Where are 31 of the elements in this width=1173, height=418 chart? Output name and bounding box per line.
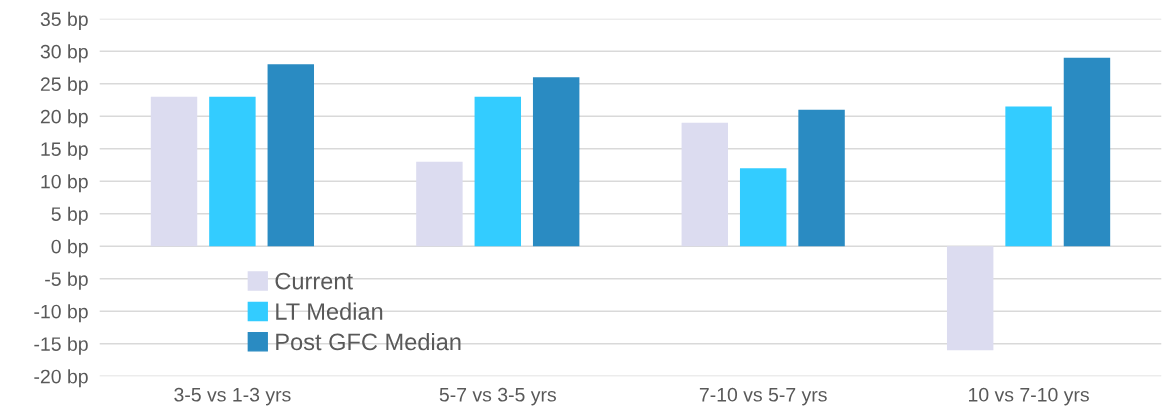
y-tick-label: 5 bp bbox=[51, 206, 88, 225]
bar bbox=[681, 122, 729, 247]
x-tick-label: 10 vs 7-10 yrs bbox=[969, 387, 1089, 406]
y-tick-label: 10 bp bbox=[41, 174, 88, 193]
y-tick-label: 0 bp bbox=[51, 239, 88, 258]
y-tick-label: 35 bp bbox=[40, 11, 88, 30]
y-tick-label: -20 bp bbox=[34, 369, 88, 388]
y-tick-label: 20 bp bbox=[40, 109, 88, 128]
y-tick-label: -10 bp bbox=[34, 304, 88, 323]
legend-label: Current bbox=[275, 272, 353, 290]
bar bbox=[739, 168, 787, 247]
y-tick-label: 25 bp bbox=[40, 76, 88, 95]
legend-label: Post GFC Median bbox=[276, 332, 461, 351]
bar bbox=[1005, 106, 1052, 247]
bar bbox=[474, 96, 522, 247]
x-tick-label: 3-5 vs 1-3 yrs bbox=[174, 387, 291, 406]
y-tick-label: 15 bp bbox=[41, 141, 88, 160]
bar bbox=[532, 77, 580, 247]
x-tick-label: 5-7 vs 3-5 yrs bbox=[439, 387, 556, 406]
x-tick-label: 7-10 vs 5-7 yrs bbox=[699, 387, 827, 406]
bar bbox=[798, 109, 845, 247]
bar bbox=[1063, 57, 1111, 247]
y-tick-label: -5 bp bbox=[45, 271, 88, 290]
bar bbox=[150, 96, 198, 247]
bar bbox=[267, 64, 315, 247]
bar bbox=[946, 246, 994, 351]
y-tick-label: 30 bp bbox=[40, 44, 88, 63]
legend-label: LT Median bbox=[276, 302, 383, 320]
y-tick-label: -15 bp bbox=[34, 336, 88, 355]
bar bbox=[209, 96, 256, 247]
bar bbox=[416, 161, 463, 247]
